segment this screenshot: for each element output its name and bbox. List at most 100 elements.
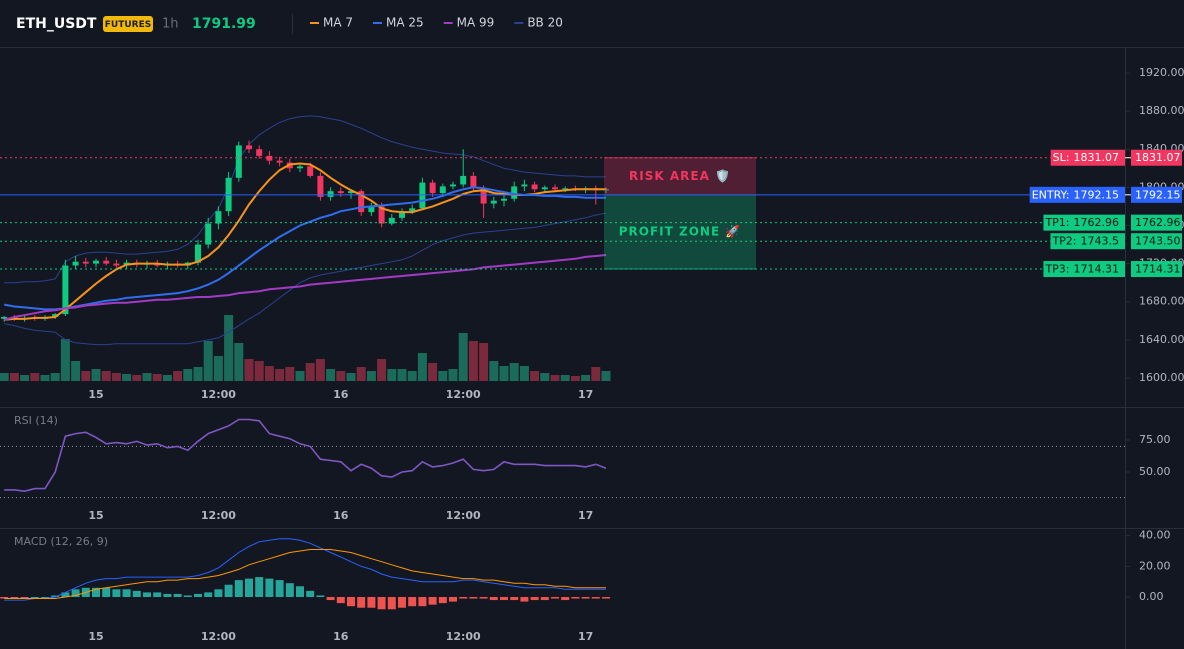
x-tick-label: 17 [578,509,593,522]
volume-bar [0,373,9,381]
candle-body [521,184,528,187]
level-tag-text: TP2: 1743.5 [1051,235,1119,248]
legend-label: MA 99 [457,16,495,30]
candle-body [501,198,507,201]
volume-bar [305,363,315,381]
candle-body [552,187,558,190]
level-value: 1714.31 [1074,263,1120,276]
volume-bar [132,375,142,381]
candle-body [52,314,59,317]
candle-body [348,191,354,194]
last-price: 1791.99 [192,16,256,32]
legend-label: MA 25 [386,16,424,30]
candle-body [93,260,99,264]
macd-histogram-bar [459,597,468,599]
volume-bar [438,371,448,381]
candle-body [246,145,252,150]
level-tag-text: TP1: 1762.96 [1044,216,1119,229]
macd-histogram-bar [408,597,417,607]
candle-body [419,182,426,209]
volume-bar [540,373,550,381]
volume-bar [285,367,295,381]
macd-histogram-bar [20,597,29,599]
candle-body [409,208,416,212]
volume-bar [173,371,183,381]
volume-bar [581,375,591,381]
macd-histogram-bar [510,597,519,601]
candle-body [450,184,456,187]
x-tick-label: 12:00 [446,388,481,401]
candle-body [439,186,446,194]
macd-histogram-bar [591,597,600,599]
macd-title: MACD (12, 26, 9) [14,535,108,548]
volume-bar [234,343,244,381]
level-axis-bg [1131,261,1182,278]
level-axis-bg [1131,233,1182,250]
candle-body [470,175,477,189]
candle-body [511,186,518,199]
y-tick-label: 1920.00 [1139,66,1184,79]
macd-histogram-bar [428,597,437,605]
candle-body [297,166,303,169]
candle-body [429,182,436,194]
level-tag-bg [1029,186,1125,203]
y-tick-label: 1880.00 [1139,104,1184,117]
x-tick-label: 15 [88,388,103,401]
macd-histogram-bar [336,597,345,604]
level-axis-label: 1792.15 [1135,188,1181,201]
volume-bar [560,375,570,381]
volume-bar [366,371,376,381]
macd-histogram-bar [347,597,355,607]
macd-histogram-bar [143,592,151,597]
volume-bar [489,361,499,381]
macd-histogram-bar [479,597,488,599]
macd-histogram-bar [122,589,131,597]
x-tick-label: 15 [88,630,103,643]
volume-bar [203,341,213,381]
x-tick-label: 12:00 [201,630,236,643]
volume-bar [346,373,356,381]
macd-histogram-bar [0,597,9,599]
candle-body [266,155,273,161]
candle-body [531,184,538,190]
macd-histogram-bar [214,589,223,597]
macd-histogram-bar [306,590,315,597]
macd-histogram-bar [275,580,284,597]
volume-bar [224,315,234,381]
volume-bar [40,375,50,381]
zone-box [604,194,756,270]
zone-label: RISK AREA 🛡️ [629,169,731,183]
y-tick-label: 1680.00 [1139,295,1184,308]
candle-body [113,263,120,266]
candle-body [490,200,497,204]
macd-histogram-bar [265,578,274,597]
volume-bar [50,373,60,381]
level-tag-bg [1050,149,1125,166]
level-value: 1792.15 [1074,188,1120,201]
volume-bar [336,371,346,381]
volume-bar [601,371,611,381]
candle-body [378,206,385,224]
macd-histogram-bar [489,597,498,601]
volume-bar [142,373,152,381]
macd-histogram-bar [581,597,590,599]
x-tick-label: 17 [578,630,593,643]
badge-bg [103,16,153,32]
volume-bar [499,366,509,381]
x-tick-label: 16 [333,630,349,643]
macd-histogram-bar [398,597,406,608]
level-axis-label: 1714.31 [1135,263,1181,276]
x-tick-label: 12:00 [201,388,236,401]
candle-body [541,187,548,190]
macd-histogram-bar [540,597,549,601]
candle-body [480,188,487,204]
x-tick-label: 17 [578,388,593,401]
volume-bar [570,376,580,381]
level-tag-bg [1050,233,1125,250]
volume-bar [530,371,540,381]
macd-histogram-bar [520,597,529,602]
macd-histogram-bar [30,597,39,598]
level-name: ENTRY: [1032,188,1070,201]
